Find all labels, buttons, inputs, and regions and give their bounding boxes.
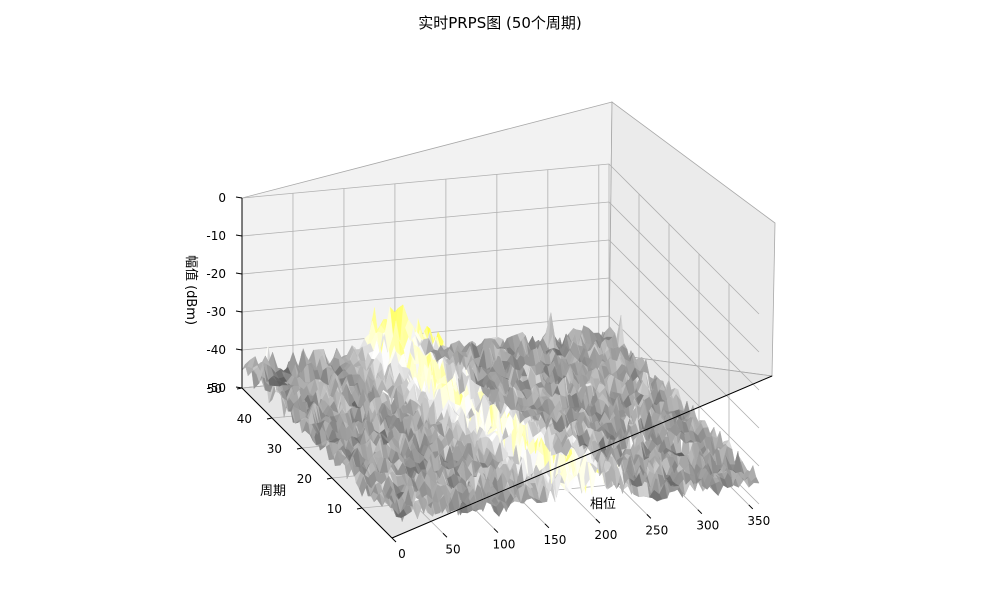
x-tick-label: 350 (747, 514, 770, 528)
y-tick-label: 20 (297, 472, 312, 486)
z-grid-line (241, 239, 760, 391)
z-tick-mark (235, 386, 243, 389)
y-tick-label: 30 (267, 442, 282, 456)
z-tick-label: -10 (206, 229, 226, 243)
x-tick-mark (697, 509, 703, 515)
x-axis-label: 相位 (590, 497, 616, 512)
z-tick-label: -50 (206, 381, 226, 395)
y-ticks: 10 20 30 40 50 (207, 382, 363, 516)
z-tick-label: -30 (206, 305, 226, 319)
z-grid-line (241, 163, 760, 315)
z-axis-label: 幅值 (dBm) (183, 255, 199, 325)
x-tick-mark (391, 537, 397, 543)
y-tick-mark (326, 477, 333, 480)
x-tick-label: 200 (594, 528, 617, 542)
z-grid-line (241, 201, 760, 353)
x-tick-label: 250 (645, 523, 668, 537)
x-tick-label: 150 (543, 533, 566, 547)
x-tick-mark (544, 523, 550, 529)
y-tick-mark (266, 417, 273, 420)
chart-title: 实时PRPS图 (50个周期) (418, 14, 582, 32)
x-tick-mark (442, 532, 448, 538)
z-grid-line (241, 277, 760, 429)
y-tick-label: 40 (237, 412, 252, 426)
z-tick-mark (235, 196, 243, 199)
y-axis-label: 周期 (260, 484, 286, 499)
axes (241, 198, 773, 539)
surface-cell (241, 359, 251, 371)
z-tick-mark (235, 348, 243, 351)
x-axis-line (391, 375, 773, 539)
x-tick-label: 300 (696, 519, 719, 533)
x-tick-label: 100 (492, 538, 515, 552)
y-tick-mark (296, 447, 303, 450)
x-tick-mark (595, 518, 601, 524)
x-tick-mark (748, 504, 754, 510)
x-tick-mark (646, 514, 652, 519)
z-ticks: 0 -10 -20 -30 -40 -50 (206, 191, 243, 395)
x-ticks: 0 50 100 150 200 250 300 350 (391, 504, 770, 561)
z-tick-label: -40 (206, 343, 226, 357)
z-tick-mark (235, 234, 243, 237)
x-tick-mark (493, 528, 499, 533)
y-tick-label: 50 (207, 382, 222, 396)
z-tick-mark (235, 310, 243, 313)
right-wall-pane (608, 101, 776, 377)
amplitude-surface (241, 304, 760, 523)
x-tick-label: 50 (445, 542, 460, 556)
z-tick-label: 0 (218, 191, 226, 205)
y-axis-line (241, 387, 393, 539)
x-tick-label: 0 (398, 547, 406, 561)
y-tick-mark (356, 507, 363, 510)
y-tick-label: 10 (327, 502, 342, 516)
z-tick-mark (235, 272, 243, 275)
z-tick-label: -20 (206, 267, 226, 281)
